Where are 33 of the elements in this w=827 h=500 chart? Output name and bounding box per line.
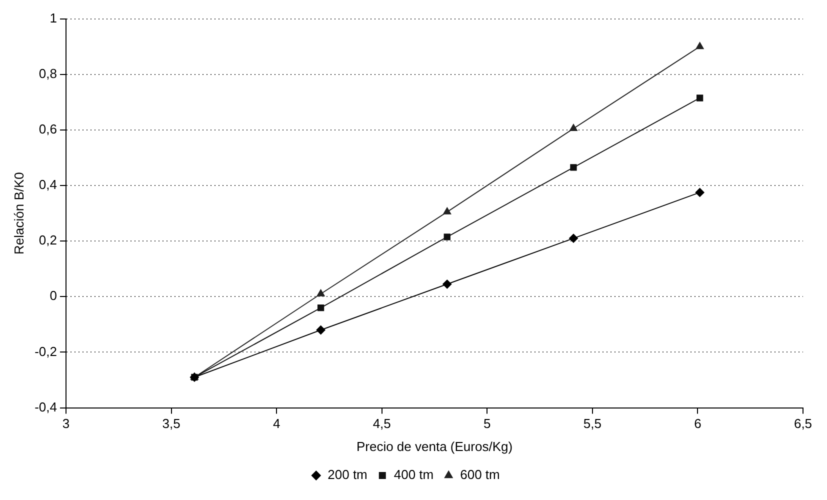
x-tick-label: 3 bbox=[62, 416, 70, 432]
point bbox=[568, 234, 578, 243]
point bbox=[570, 124, 578, 132]
point bbox=[443, 207, 452, 214]
x-tick-label: 3,5 bbox=[162, 416, 180, 432]
legend-label: 400 tm bbox=[394, 467, 434, 482]
y-tick-label: 0,8 bbox=[38, 66, 57, 81]
point bbox=[444, 234, 450, 240]
point bbox=[317, 304, 324, 312]
y-axis-title: Relación B/K0 bbox=[11, 172, 26, 254]
point bbox=[570, 164, 577, 171]
point bbox=[695, 188, 704, 197]
y-tick-label: 0,6 bbox=[38, 122, 57, 137]
point bbox=[316, 326, 326, 334]
legend-label: 200 tm bbox=[328, 467, 368, 482]
x-axis-title: Precio de venta (Euros/Kg) bbox=[356, 438, 513, 454]
y-tick-label: 1 bbox=[50, 10, 57, 26]
y-tick-label: 0,2 bbox=[38, 232, 57, 248]
point bbox=[442, 280, 452, 289]
y-tick-label: -0,4 bbox=[34, 399, 57, 414]
x-tick-label: 5,5 bbox=[583, 416, 602, 432]
y-tick-label: 0,4 bbox=[38, 177, 57, 192]
x-tick-label: 4,5 bbox=[372, 416, 391, 432]
x-tick-label: 5 bbox=[484, 416, 491, 432]
y-tick-label: -0,2 bbox=[34, 344, 57, 359]
legend-label: 600 tm bbox=[460, 467, 500, 482]
x-tick-label: 6 bbox=[694, 416, 702, 432]
point bbox=[316, 289, 325, 296]
point bbox=[696, 42, 704, 50]
point bbox=[696, 94, 704, 102]
x-tick-label: 4 bbox=[272, 416, 280, 432]
x-tick-label: 6,5 bbox=[794, 416, 812, 432]
y-tick-label: 0 bbox=[50, 288, 57, 304]
